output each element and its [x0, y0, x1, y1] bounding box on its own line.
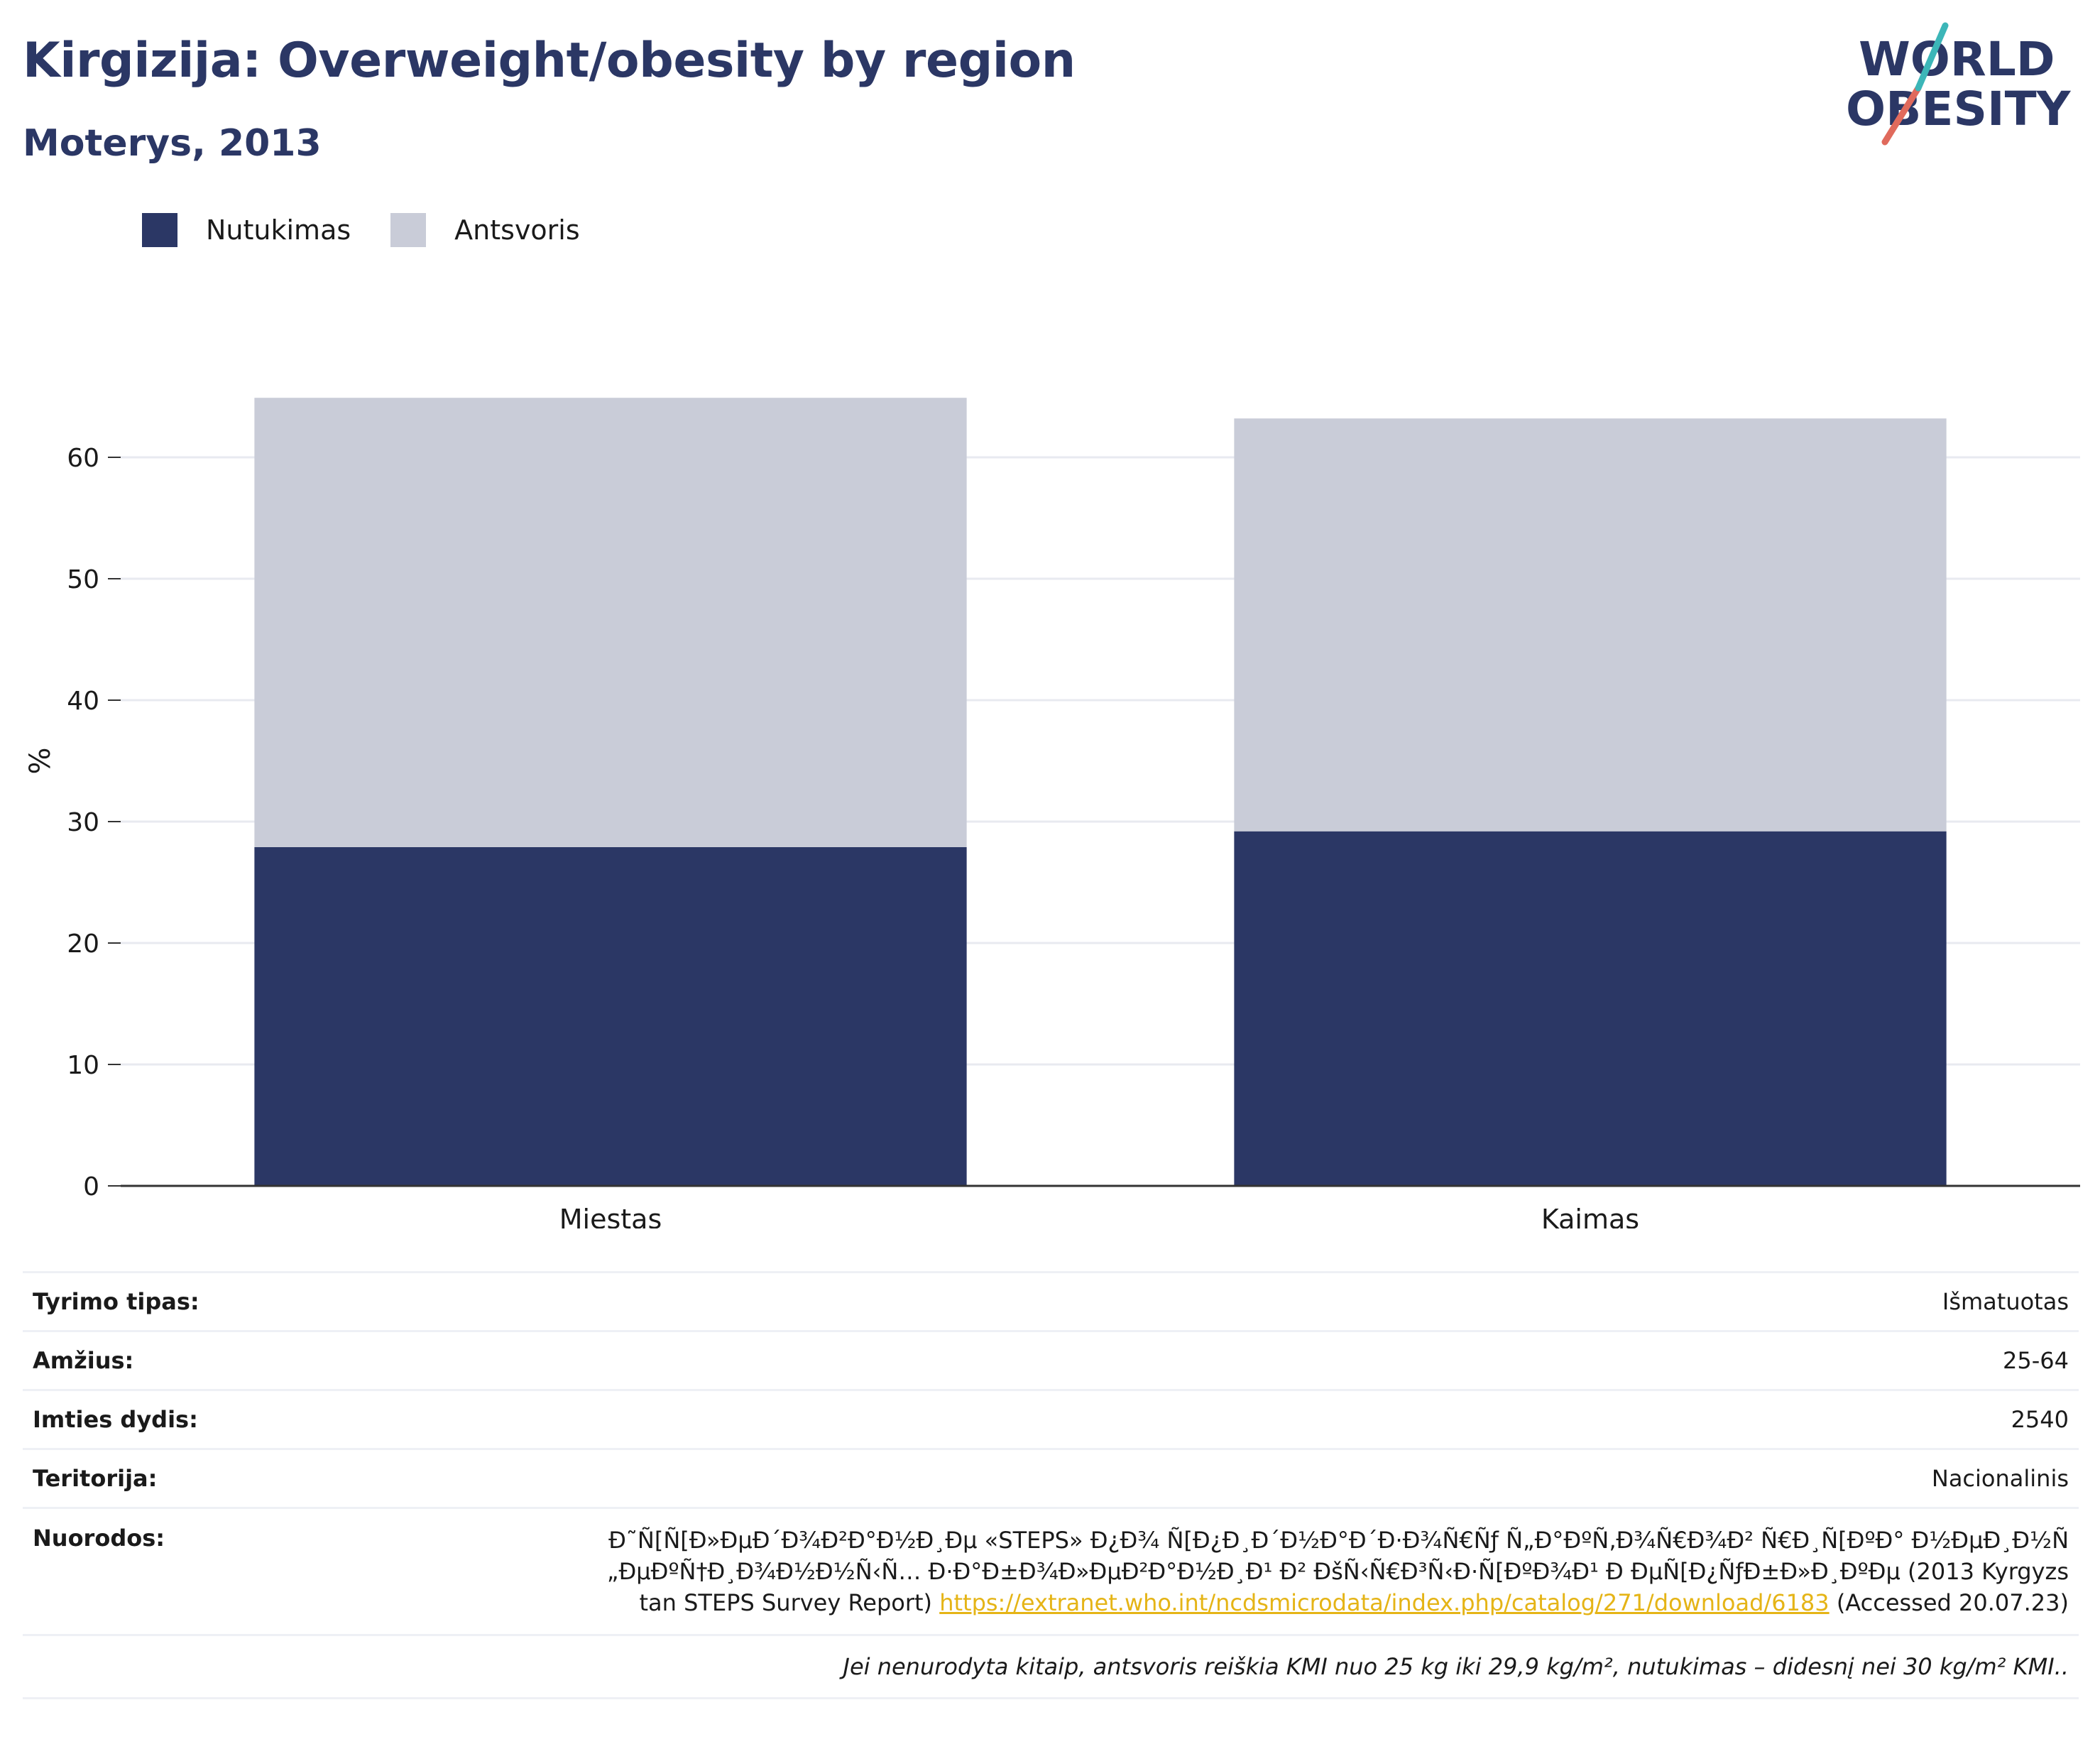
legend-item-obesity[interactable]: Nutukimas	[142, 213, 351, 247]
chart-title: Kirgizija: Overweight/obesity by region	[23, 33, 1076, 89]
x-tick-label-kaimas: Kaimas	[1541, 1204, 1639, 1228]
legend-label-overweight: Antsvoris	[454, 214, 580, 246]
references-accessed: (Accessed 20.07.23)	[1836, 1589, 2069, 1616]
y-tick-label-50: 50	[67, 565, 99, 594]
age-label: Amžius:	[33, 1347, 134, 1374]
survey-type-value: Išmatuotas	[1942, 1288, 2069, 1315]
legend-swatch-overweight	[390, 213, 427, 247]
legend-label-obesity: Nutukimas	[206, 214, 351, 246]
territory-value: Nacionalinis	[1931, 1465, 2069, 1492]
references-value: Ð˜Ñ[Ñ[Ð»ÐµÐ´Ð¾Ð²Ð°Ð½Ð¸Ðµ «STEPS» Ð¿Ð¾ Ñ[…	[606, 1525, 2079, 1618]
references-link[interactable]: https://extranet.who.int/ncdsmicrodata/i…	[939, 1589, 1830, 1616]
y-tick-label-30: 30	[67, 808, 99, 837]
info-row-references: Nuorodos: Ð˜Ñ[Ñ[Ð»ÐµÐ´Ð¾Ð²Ð°Ð½Ð¸Ðµ «STEP…	[23, 1507, 2079, 1634]
bar-miestas-antsvoris	[254, 398, 967, 847]
chart-legend: Nutukimas Antsvoris	[142, 210, 620, 250]
y-axis-label: %	[24, 747, 57, 774]
y-tick-label-20: 20	[67, 930, 99, 959]
sample-value: 2540	[2011, 1406, 2069, 1433]
survey-type-label: Tyrimo tipas:	[33, 1288, 199, 1315]
bar-chart: 0 10 20 30 40 50 60% Miestas Kaimas	[24, 398, 2080, 1228]
logo-line1: WORLD	[1859, 32, 2055, 87]
y-tick-label-60: 60	[67, 444, 99, 473]
bar-kaimas-antsvoris	[1234, 418, 1947, 832]
info-table-bottom-border	[23, 1697, 2079, 1699]
info-row-note: Jei nenurodyta kitaip, antsvoris reiškia…	[23, 1634, 2079, 1697]
y-tick-label-10: 10	[67, 1051, 99, 1080]
logo-line2: OBESITY	[1846, 82, 2072, 136]
bar-kaimas-nutukimas	[1234, 831, 1947, 1186]
info-table: Tyrimo tipas: Išmatuotas Amžius: 25-64 I…	[23, 1271, 2079, 1699]
legend-item-overweight[interactable]: Antsvoris	[390, 213, 580, 247]
definition-note: Jei nenurodyta kitaip, antsvoris reiškia…	[843, 1653, 2069, 1680]
y-tick-label-0: 0	[83, 1172, 99, 1202]
legend-swatch-obesity	[142, 213, 177, 247]
chart-subtitle: Moterys, 2013	[23, 122, 322, 165]
world-obesity-logo: WORLD OBESITY	[1846, 22, 2072, 146]
references-text: Ð˜Ñ[Ñ[Ð»ÐµÐ´Ð¾Ð²Ð°Ð½Ð¸Ðµ «STEPS» Ð¿Ð¾ Ñ[…	[606, 1527, 2069, 1616]
bar-miestas-nutukimas	[254, 846, 967, 1186]
info-row-age: Amžius: 25-64	[23, 1330, 2079, 1389]
info-row-sample: Imties dydis: 2540	[23, 1389, 2079, 1448]
age-value: 25-64	[2003, 1347, 2069, 1374]
x-tick-label-miestas: Miestas	[559, 1204, 662, 1228]
y-tick-label-40: 40	[67, 687, 99, 716]
sample-label: Imties dydis:	[33, 1406, 198, 1433]
info-row-territory: Teritorija: Nacionalinis	[23, 1448, 2079, 1507]
territory-label: Teritorija:	[33, 1465, 158, 1492]
references-label: Nuorodos:	[33, 1525, 165, 1552]
info-row-survey-type: Tyrimo tipas: Išmatuotas	[23, 1271, 2079, 1330]
